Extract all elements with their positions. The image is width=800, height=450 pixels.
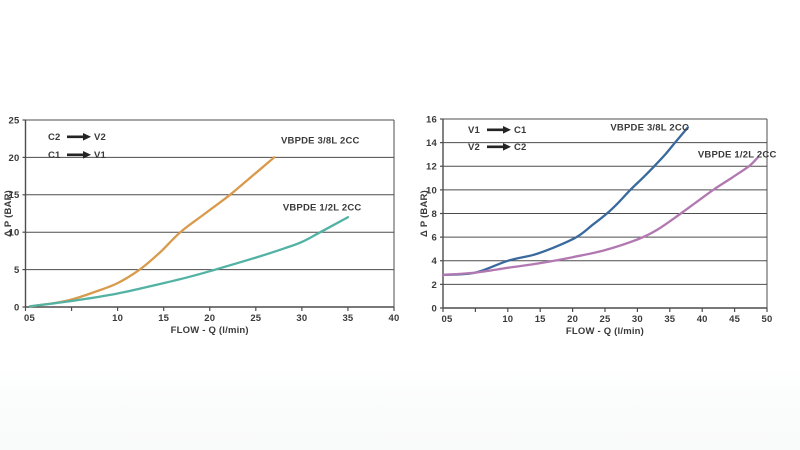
y-axis-title: Δ P (BAR) [419, 190, 430, 237]
x-tick-label: 20 [567, 314, 578, 325]
legend-to-label: V1 [94, 150, 107, 161]
series-curve-1 [441, 156, 759, 277]
y-tick-label: 12 [426, 162, 437, 173]
legend-to-label: C2 [514, 142, 527, 153]
x-tick-label: 40 [697, 314, 708, 325]
series-curve-0 [28, 156, 276, 308]
y-tick-label: 6 [432, 233, 437, 244]
legend-from-label: C2 [48, 132, 61, 143]
y-tick-label: 5 [14, 265, 20, 276]
legend-from-label: V2 [468, 142, 480, 153]
x-tick-label: 30 [296, 313, 307, 324]
series-curve-0 [441, 126, 690, 277]
y-tick-label: 15 [9, 190, 20, 201]
x-tick-label: 25 [600, 314, 611, 325]
x-tick-label: 15 [535, 314, 546, 325]
y-tick-label: 20 [9, 153, 20, 164]
x-axis-title: FLOW - Q (l/min) [171, 325, 249, 336]
x-tick-label: 10 [112, 313, 123, 324]
legend-arrowhead-icon [503, 126, 511, 134]
legend-to-label: V2 [94, 132, 106, 143]
y-tick-label: 16 [426, 114, 437, 125]
y-tick-label: 0 [432, 303, 437, 314]
x-tick-label: 45 [729, 314, 740, 325]
y-tick-label: 14 [426, 138, 437, 149]
legend-arrowhead-icon [83, 133, 91, 141]
x-tick-label: 30 [632, 314, 643, 325]
x-tick-label: 05 [442, 314, 453, 325]
series-curve-1 [28, 216, 350, 308]
y-tick-label: 10 [426, 185, 437, 196]
x-tick-label: 15 [158, 313, 169, 324]
y-axis-title: Δ P (BAR) [3, 190, 14, 237]
legend-arrowhead-icon [503, 143, 511, 151]
pressure-drop-chart-right: 0 2 4 6 8 10 12 14 16 05 10 15 20 25 30 35 40 45 50 FLOW - … [419, 114, 777, 337]
y-tick-label: 10 [9, 228, 20, 239]
x-tick-label: 25 [250, 313, 261, 324]
series-label-1: VBPDE 1/2L 2CC [698, 150, 777, 161]
legend-to-label: C1 [514, 125, 527, 136]
x-tick-label: 35 [664, 314, 675, 325]
y-tick-label: 2 [432, 280, 437, 291]
series-label-1: VBPDE 1/2L 2CC [283, 203, 362, 214]
x-tick-label: 35 [342, 313, 353, 324]
legend-from-label: V1 [468, 125, 481, 136]
y-tick-label: 4 [432, 256, 438, 267]
legend-from-label: C1 [48, 150, 61, 161]
x-tick-label: 20 [204, 313, 215, 324]
legend-arrowhead-icon [83, 151, 91, 159]
x-tick-label: 40 [389, 313, 400, 324]
series-label-0: VBPDE 3/8L 2CC [281, 135, 360, 146]
y-tick-label: 0 [14, 302, 19, 313]
y-tick-label: 8 [432, 209, 437, 220]
y-tick-label: 25 [9, 115, 20, 126]
series-label-0: VBPDE 3/8L 2CC [610, 122, 689, 133]
x-tick-label: 05 [24, 313, 35, 324]
x-tick-label: 10 [502, 314, 513, 325]
x-axis-title: FLOW - Q (l/min) [566, 326, 644, 337]
x-tick-label: 50 [762, 314, 773, 325]
